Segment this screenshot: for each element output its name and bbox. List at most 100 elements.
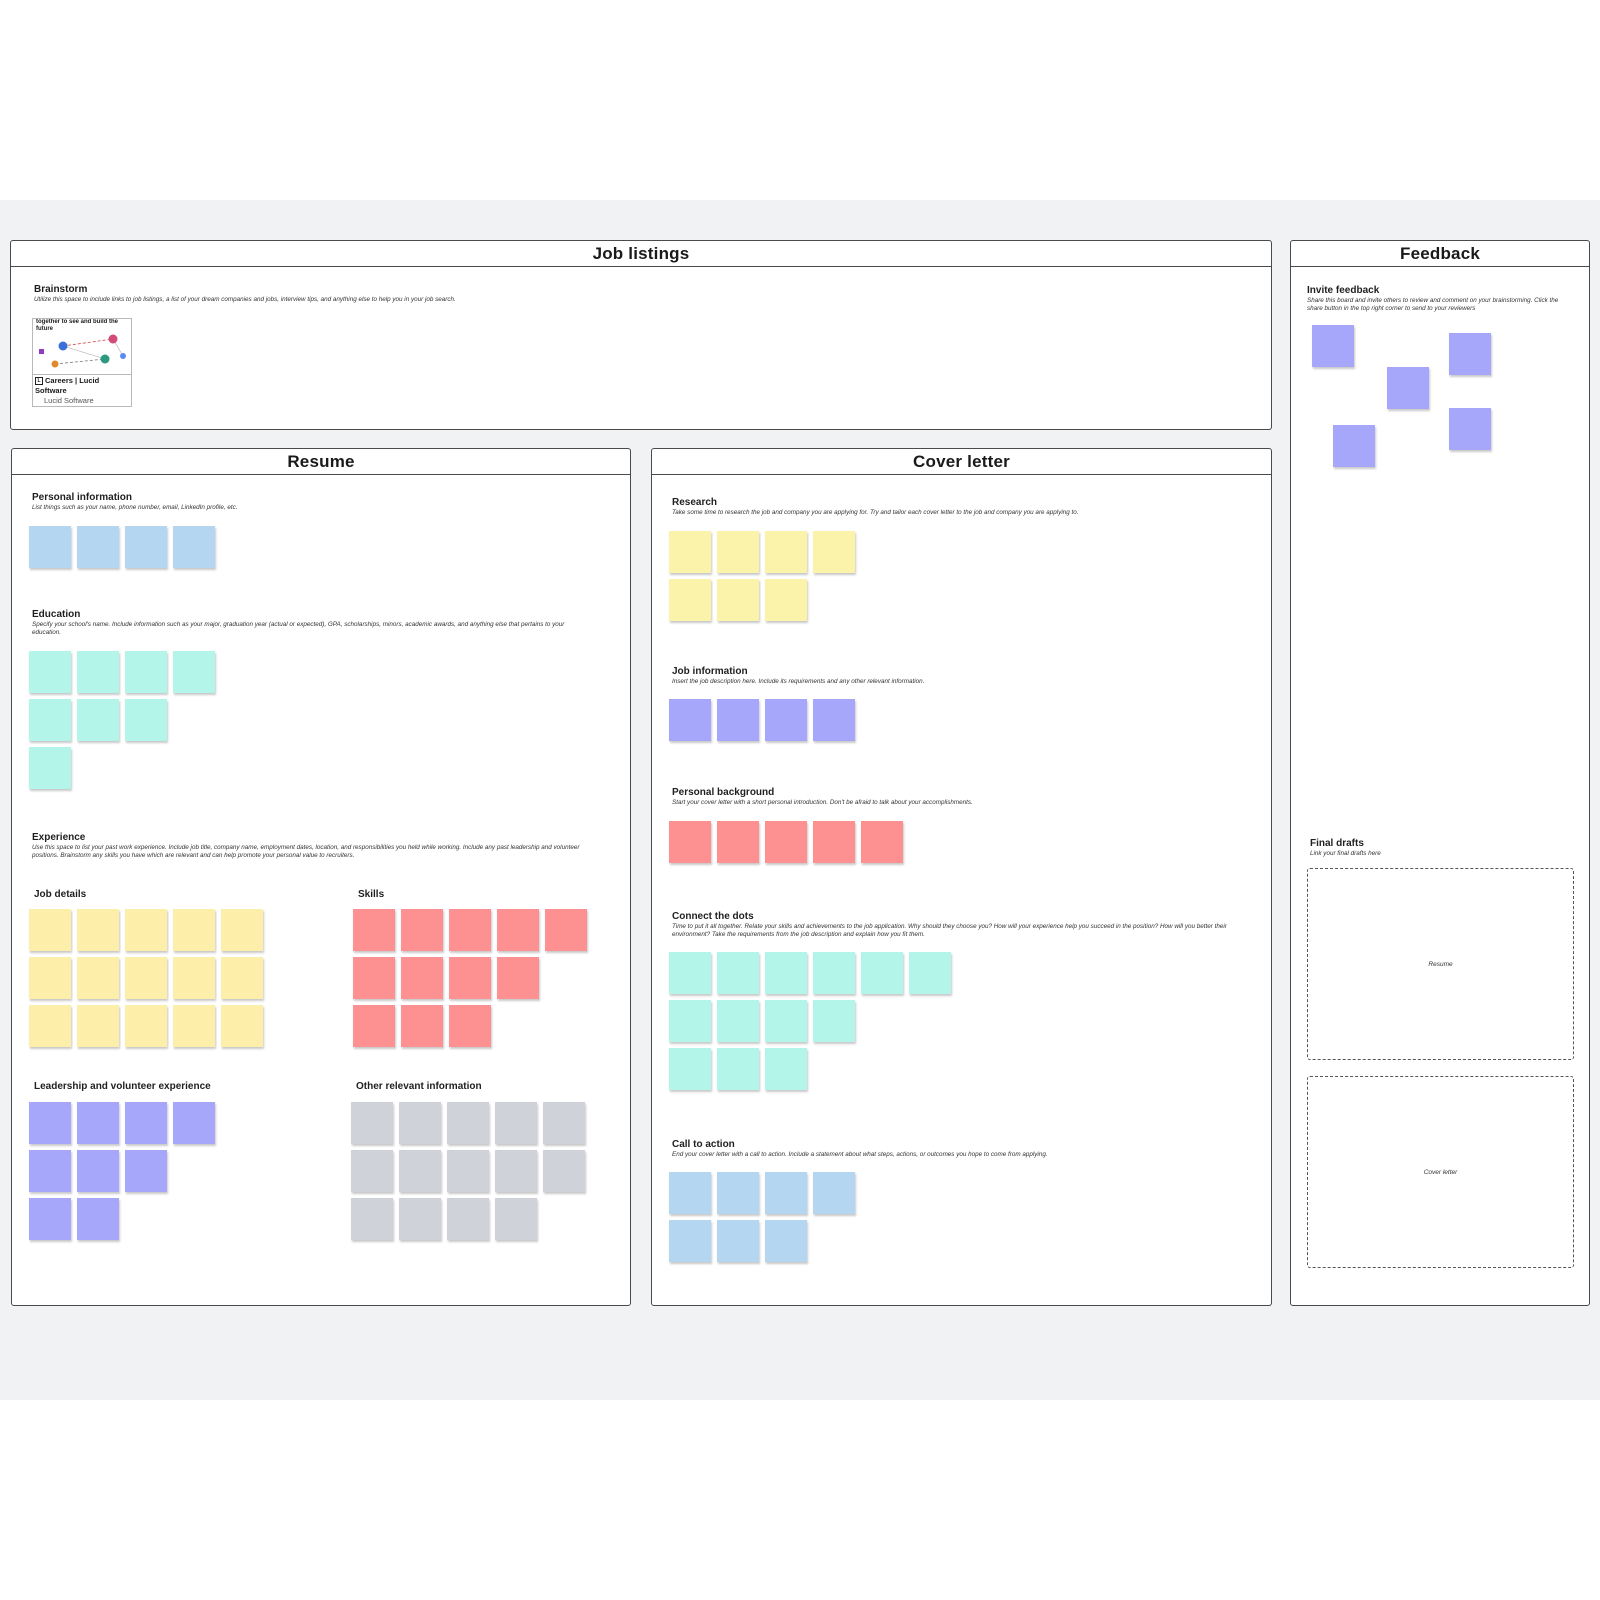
sticky-note[interactable] — [77, 1198, 119, 1240]
sticky-note[interactable] — [765, 821, 807, 863]
sticky-note[interactable] — [401, 909, 443, 951]
sticky-note[interactable] — [813, 699, 855, 741]
sticky-note[interactable] — [77, 1102, 119, 1144]
sticky-note[interactable] — [447, 1150, 489, 1192]
job-listings-frame[interactable]: Job listings Brainstorm Utilize this spa… — [10, 240, 1272, 430]
whiteboard-canvas[interactable]: Job listings Brainstorm Utilize this spa… — [0, 200, 1600, 1400]
sticky-note[interactable] — [77, 699, 119, 741]
sticky-note[interactable] — [717, 699, 759, 741]
sticky-note[interactable] — [353, 957, 395, 999]
sticky-note[interactable] — [765, 952, 807, 994]
sticky-note[interactable] — [543, 1102, 585, 1144]
sticky-note[interactable] — [495, 1150, 537, 1192]
sticky-note[interactable] — [173, 909, 215, 951]
sticky-note[interactable] — [669, 699, 711, 741]
sticky-note[interactable] — [29, 747, 71, 789]
sticky-note[interactable] — [717, 1000, 759, 1042]
sticky-note[interactable] — [813, 1172, 855, 1214]
resume-frame[interactable]: Resume Personal information List things … — [11, 448, 631, 1306]
sticky-note[interactable] — [495, 1198, 537, 1240]
sticky-note[interactable] — [1387, 367, 1429, 409]
sticky-note[interactable] — [353, 909, 395, 951]
sticky-note[interactable] — [29, 1005, 71, 1047]
sticky-note[interactable] — [353, 1005, 395, 1047]
sticky-note[interactable] — [125, 699, 167, 741]
sticky-note[interactable] — [813, 1000, 855, 1042]
sticky-note[interactable] — [125, 1150, 167, 1192]
sticky-note[interactable] — [813, 821, 855, 863]
sticky-note[interactable] — [717, 821, 759, 863]
sticky-note[interactable] — [669, 1220, 711, 1262]
sticky-note[interactable] — [717, 1048, 759, 1090]
sticky-note[interactable] — [173, 1102, 215, 1144]
sticky-note[interactable] — [669, 531, 711, 573]
sticky-note[interactable] — [29, 699, 71, 741]
sticky-note[interactable] — [401, 1005, 443, 1047]
sticky-note[interactable] — [813, 952, 855, 994]
sticky-note[interactable] — [221, 909, 263, 951]
feedback-frame[interactable]: Feedback Invite feedback Share this boar… — [1290, 240, 1590, 1306]
sticky-note[interactable] — [495, 1102, 537, 1144]
sticky-note[interactable] — [669, 1000, 711, 1042]
sticky-note[interactable] — [1449, 408, 1491, 450]
sticky-note[interactable] — [765, 1172, 807, 1214]
sticky-note[interactable] — [543, 1150, 585, 1192]
sticky-note[interactable] — [29, 1150, 71, 1192]
sticky-note[interactable] — [29, 651, 71, 693]
resume-drop-zone[interactable]: Resume — [1307, 868, 1574, 1060]
sticky-note[interactable] — [77, 1150, 119, 1192]
sticky-note[interactable] — [861, 952, 903, 994]
sticky-note[interactable] — [125, 1005, 167, 1047]
sticky-note[interactable] — [765, 579, 807, 621]
sticky-note[interactable] — [351, 1198, 393, 1240]
sticky-note[interactable] — [351, 1102, 393, 1144]
sticky-note[interactable] — [669, 952, 711, 994]
sticky-note[interactable] — [125, 651, 167, 693]
sticky-note[interactable] — [765, 1000, 807, 1042]
sticky-note[interactable] — [125, 526, 167, 568]
sticky-note[interactable] — [1333, 425, 1375, 467]
sticky-note[interactable] — [399, 1150, 441, 1192]
sticky-note[interactable] — [717, 1172, 759, 1214]
link-preview-card[interactable]: together to see and build the future L Ca… — [32, 318, 132, 407]
sticky-note[interactable] — [173, 957, 215, 999]
sticky-note[interactable] — [813, 531, 855, 573]
sticky-note[interactable] — [909, 952, 951, 994]
sticky-note[interactable] — [861, 821, 903, 863]
sticky-note[interactable] — [351, 1150, 393, 1192]
sticky-note[interactable] — [399, 1198, 441, 1240]
sticky-note[interactable] — [765, 1048, 807, 1090]
sticky-note[interactable] — [447, 1102, 489, 1144]
sticky-note[interactable] — [173, 651, 215, 693]
sticky-note[interactable] — [717, 1220, 759, 1262]
cover-letter-frame[interactable]: Cover letter Research Take some time to … — [651, 448, 1272, 1306]
sticky-note[interactable] — [29, 1198, 71, 1240]
sticky-note[interactable] — [717, 952, 759, 994]
sticky-note[interactable] — [669, 821, 711, 863]
sticky-note[interactable] — [669, 1048, 711, 1090]
sticky-note[interactable] — [221, 1005, 263, 1047]
cover-letter-drop-zone[interactable]: Cover letter — [1307, 1076, 1574, 1268]
sticky-note[interactable] — [125, 1102, 167, 1144]
sticky-note[interactable] — [401, 957, 443, 999]
sticky-note[interactable] — [77, 909, 119, 951]
sticky-note[interactable] — [717, 531, 759, 573]
sticky-note[interactable] — [221, 957, 263, 999]
sticky-note[interactable] — [77, 651, 119, 693]
sticky-note[interactable] — [669, 579, 711, 621]
sticky-note[interactable] — [29, 909, 71, 951]
sticky-note[interactable] — [29, 526, 71, 568]
sticky-note[interactable] — [447, 1198, 489, 1240]
sticky-note[interactable] — [173, 1005, 215, 1047]
sticky-note[interactable] — [125, 957, 167, 999]
sticky-note[interactable] — [497, 909, 539, 951]
sticky-note[interactable] — [399, 1102, 441, 1144]
sticky-note[interactable] — [765, 1220, 807, 1262]
sticky-note[interactable] — [449, 957, 491, 999]
sticky-note[interactable] — [173, 526, 215, 568]
sticky-note[interactable] — [765, 531, 807, 573]
sticky-note[interactable] — [497, 957, 539, 999]
sticky-note[interactable] — [449, 1005, 491, 1047]
sticky-note[interactable] — [545, 909, 587, 951]
sticky-note[interactable] — [29, 957, 71, 999]
